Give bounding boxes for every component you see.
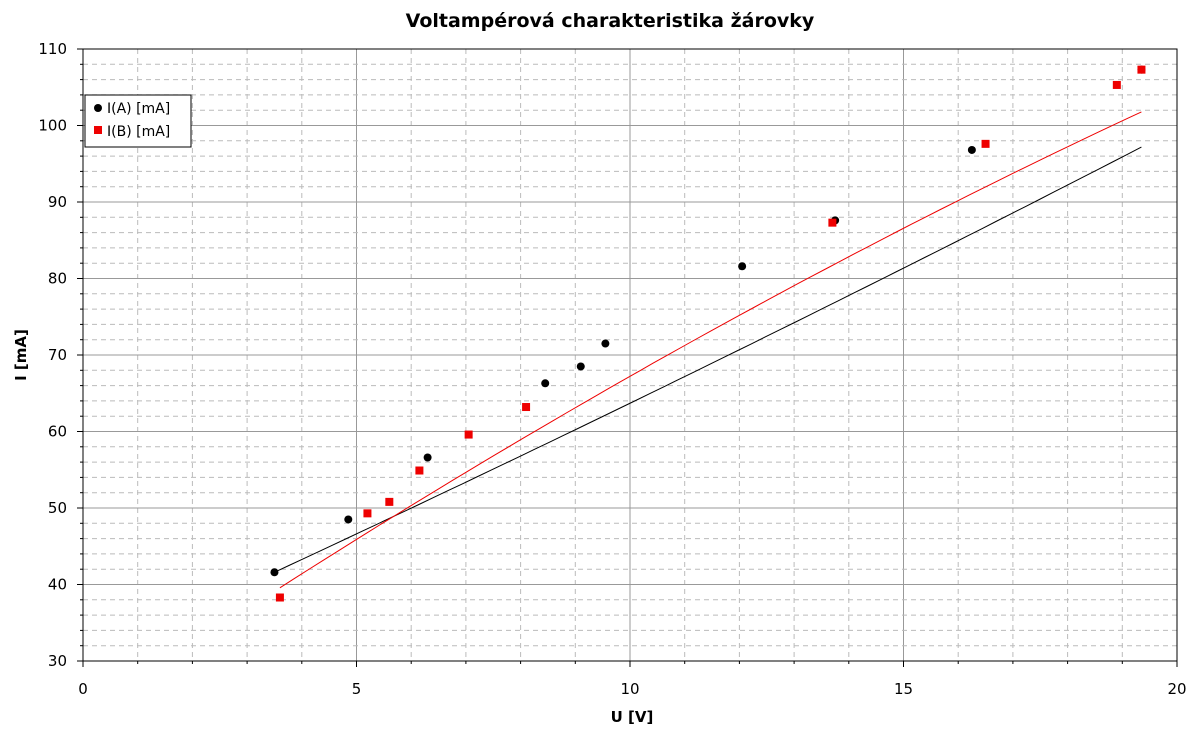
data-point [738, 262, 747, 271]
data-point [275, 593, 284, 602]
x-tick-label: 10 [620, 680, 639, 698]
legend: I(A) [mA] I(B) [mA] [84, 94, 192, 148]
axis-ticks: 0 5 10 15 20 30 40 50 60 70 80 90 100 110 [38, 40, 1186, 698]
y-tick-label: 50 [48, 499, 67, 517]
fit-curve [279, 111, 1142, 589]
y-tick-label: 30 [48, 652, 67, 670]
legend-label-series-a: I(A) [mA] [107, 101, 170, 117]
x-tick-label: 5 [352, 680, 362, 698]
x-tick-label: 15 [894, 680, 913, 698]
data-point [385, 497, 394, 506]
data-point [522, 403, 531, 412]
data-point [270, 568, 279, 577]
x-tick-label: 0 [78, 680, 88, 698]
data-point [828, 218, 837, 227]
x-tick-label: 20 [1167, 680, 1186, 698]
series-1 [275, 65, 1146, 602]
grid [83, 49, 1177, 661]
x-axis-label: U [V] [611, 708, 654, 726]
chart-title: Voltampérová charakteristika žárovky [406, 10, 815, 32]
y-axis-label: I [mA] [12, 329, 30, 381]
y-tick-label: 70 [48, 346, 67, 364]
data-point [601, 339, 610, 348]
fit-curve [274, 146, 1142, 573]
y-tick-label: 90 [48, 193, 67, 211]
data-point [1137, 65, 1146, 74]
data-point [344, 515, 353, 524]
data-point [363, 509, 372, 518]
y-tick-label: 100 [38, 117, 67, 135]
data-point [967, 145, 976, 154]
y-tick-label: 110 [38, 40, 67, 58]
data-point [1112, 80, 1121, 89]
y-tick-label: 40 [48, 576, 67, 594]
series-0 [270, 65, 1146, 577]
legend-box [84, 94, 192, 148]
y-tick-label: 60 [48, 423, 67, 441]
legend-label-series-b: I(B) [mA] [107, 124, 170, 140]
data-point [981, 139, 990, 148]
data-point [415, 466, 424, 475]
data-point [423, 453, 432, 462]
data-point [464, 430, 473, 439]
data-point [541, 379, 550, 388]
y-tick-label: 80 [48, 270, 67, 288]
series [270, 65, 1146, 602]
legend-marker-square [94, 126, 102, 134]
data-point [576, 362, 585, 371]
legend-marker-circle [94, 104, 102, 112]
